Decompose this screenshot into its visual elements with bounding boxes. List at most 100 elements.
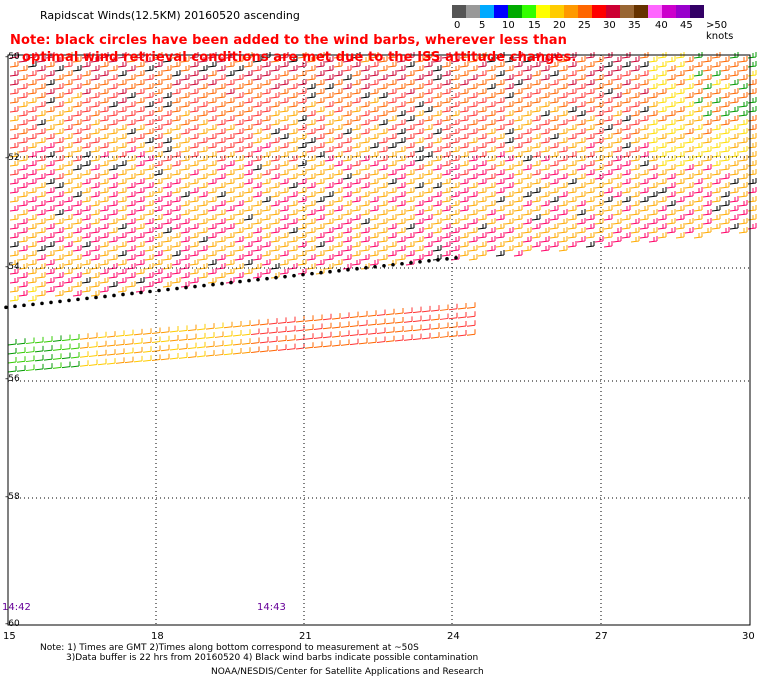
wind-barb [54,272,64,279]
wind-barb [9,133,19,140]
wind-barb [45,232,55,239]
wind-barb [630,227,640,234]
footnote-line2: 3)Data buffer is 22 hrs from 20160520 4)… [66,653,479,663]
wind-barb [630,191,640,198]
wind-barb [126,173,136,180]
wind-barb [234,110,244,117]
wind-barb [549,88,559,95]
wind-barb [270,155,280,162]
wind-barb [9,178,19,185]
wind-barb [513,70,523,77]
wind-barb [351,70,361,77]
wind-barb [495,160,505,167]
wind-barb [684,137,694,144]
wind-barb [657,61,667,68]
wind-barb [207,88,217,95]
wind-barb [279,196,289,203]
wind-barb [63,151,73,158]
wind-barb [639,187,649,194]
wind-barb [207,97,217,104]
wind-barb [252,164,262,171]
wind-barb [349,320,359,328]
wind-barb [513,115,523,122]
wind-barb [486,137,496,144]
wind-barb [468,83,478,90]
wind-barb [576,119,586,126]
wind-barb [324,110,334,117]
wind-barb [702,218,712,225]
wind-barb [711,223,721,230]
wind-barb [432,83,442,90]
wind-barb [702,164,712,171]
wind-barb [441,178,451,185]
wind-barb [351,205,361,212]
wind-barb [315,133,325,140]
wind-barb [171,268,181,275]
wind-barb [297,223,307,230]
wind-barb [205,350,215,357]
wind-barb [603,133,613,140]
wind-barb [9,259,19,266]
wind-barb [234,164,244,171]
wind-barb [126,191,136,198]
wind-barb [207,160,217,167]
wind-barb [468,92,478,99]
wind-barb [720,137,730,144]
wind-barb [567,97,577,104]
wind-barb [549,232,559,239]
wind-barb [414,218,424,225]
wind-barb [342,173,352,180]
wind-barb [405,250,415,257]
wind-barb [225,97,235,104]
wind-barb [567,196,577,203]
wind-barb [243,214,253,221]
wind-barb [594,65,604,72]
wind-barb [241,320,251,327]
wind-barb [648,74,658,81]
wind-barb [360,236,370,243]
wind-barb [207,250,217,257]
wind-barb [693,61,703,68]
wind-barb [295,315,305,323]
wind-barb [144,272,154,279]
wind-barb [657,97,667,104]
wind-barb [351,88,361,95]
wind-barb [144,236,154,243]
wind-barb [549,142,559,149]
wind-barb [702,119,712,126]
wind-barb [135,241,145,248]
wind-barb [367,337,377,344]
wind-barb [648,56,658,63]
wind-barb [396,191,406,198]
wind-barb [288,83,298,90]
wind-barb [630,56,640,63]
wind-barb [612,209,622,216]
wind-barb [403,316,413,323]
wind-barb [531,124,541,131]
wind-barb [441,115,451,122]
wind-barb [45,160,55,167]
wind-barb [315,70,325,77]
wind-barb [108,218,118,225]
wind-barb [567,142,577,149]
wind-barb [648,92,658,99]
wind-barb [225,79,235,86]
wind-barb [351,61,361,68]
wind-barb [351,250,361,257]
wind-barb [639,106,649,113]
contamination-circle [391,262,395,267]
wind-barb [304,324,314,331]
wind-barb [261,187,271,194]
wind-barb [160,326,170,334]
wind-barb [243,61,253,68]
wind-barb [18,164,28,171]
wind-barb [567,70,577,77]
wind-barb [225,268,235,275]
wind-barb [171,142,181,149]
wind-barb [378,137,388,144]
wind-barb [297,142,307,149]
wind-barb [189,223,199,230]
wind-barb [369,124,379,131]
wind-barb [223,321,233,329]
wind-barb [72,74,82,81]
